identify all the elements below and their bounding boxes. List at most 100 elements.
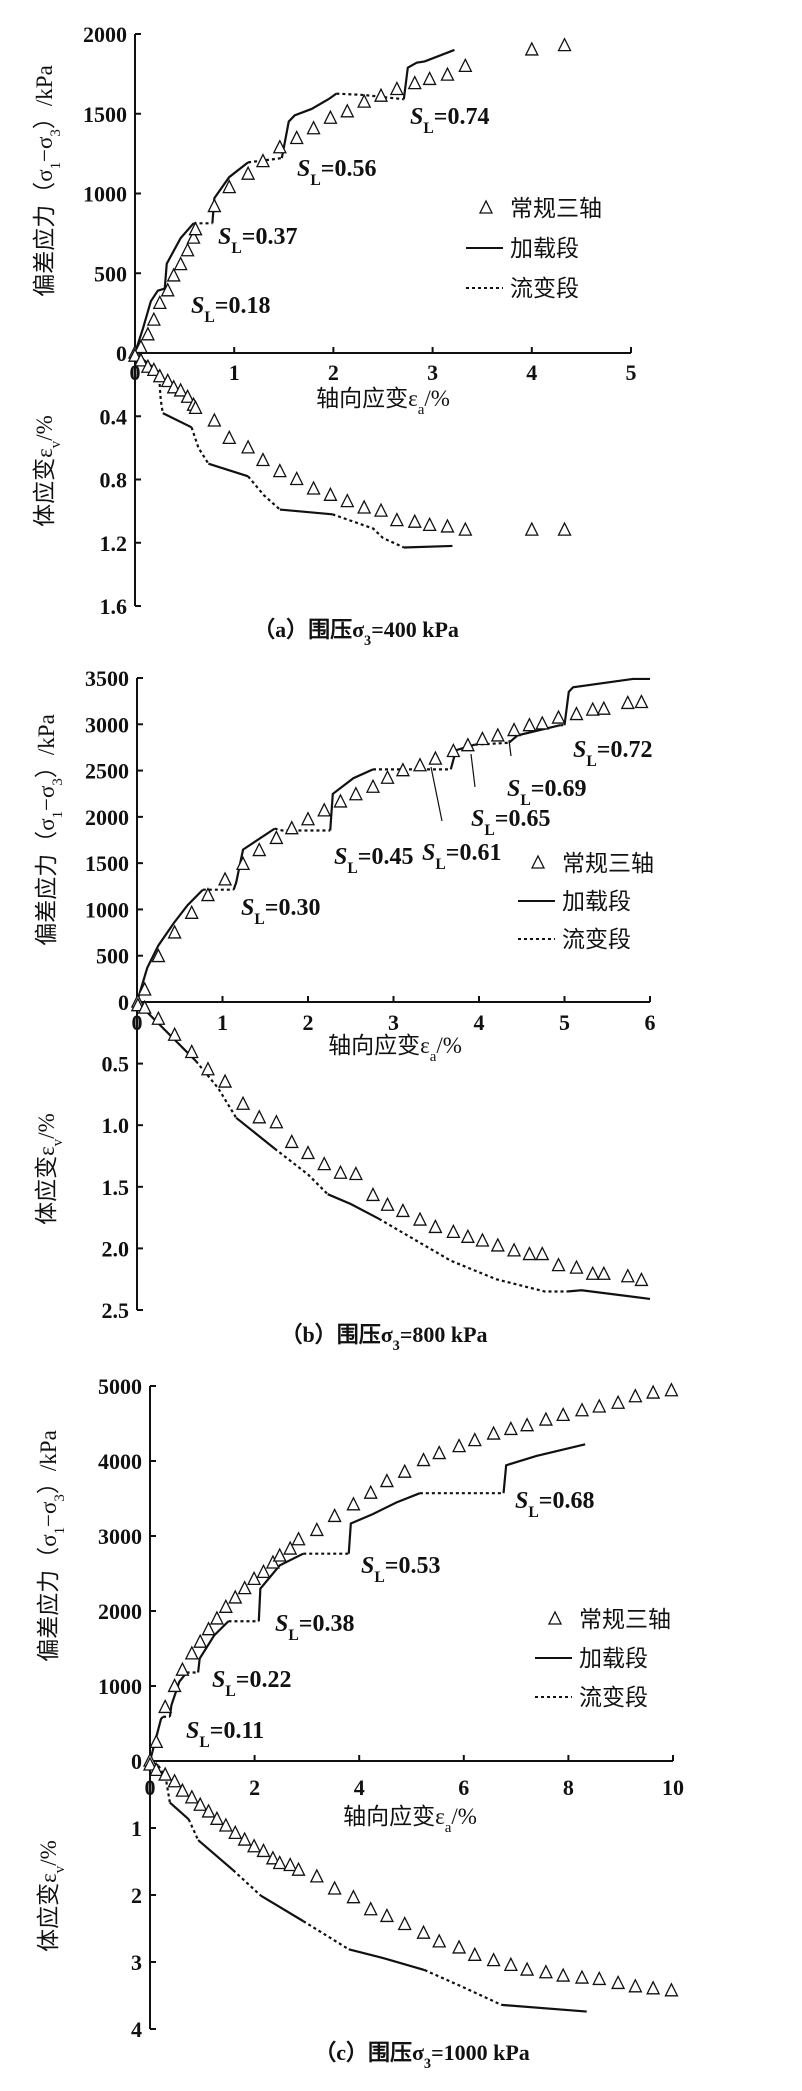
conventional-stress-point xyxy=(620,695,635,710)
legend-conventional: 常规三轴 xyxy=(579,1607,671,1632)
stress-level-label-part: S xyxy=(241,895,254,921)
loading-stress-line xyxy=(232,827,276,891)
conventional-stress-point xyxy=(569,706,584,721)
conventional-stress-point xyxy=(507,722,522,737)
deviator-stress-axis-title-part: −σ xyxy=(34,785,59,811)
conventional-volumetric-point xyxy=(256,1842,271,1858)
stress-level-label-part: = xyxy=(358,844,372,870)
deviator-stress-axis-title-part: 3 xyxy=(50,778,66,785)
conventional-stress-point xyxy=(397,1463,412,1478)
stress-level-label: SL=0.65 xyxy=(471,806,550,839)
stress-level-label-part: = xyxy=(531,776,545,802)
stress-level-label-part: L xyxy=(225,1683,235,1700)
conventional-stress-point xyxy=(209,1610,224,1625)
stress-level-label-part: S xyxy=(422,840,435,866)
y-tick-label: 2500 xyxy=(85,759,129,784)
conventional-volumetric-point xyxy=(507,1242,522,1257)
legend-loading: 加载段 xyxy=(579,1646,648,1671)
volumetric-strain-axis-title-part: 体应变ε xyxy=(34,1146,59,1225)
conventional-stress-point xyxy=(291,1531,306,1546)
y-tick-label: 1000 xyxy=(83,182,127,207)
volumetric-tick-label: 1.5 xyxy=(102,1175,130,1200)
stress-level-label-part: L xyxy=(347,860,357,877)
loading-stress-line xyxy=(197,1620,230,1673)
stress-level-label: SL=0.69 xyxy=(507,776,586,809)
volumetric-strain-axis-title: 体应变εv/% xyxy=(32,415,64,527)
conventional-stress-point xyxy=(256,1563,271,1579)
legend-triangle-icon xyxy=(478,199,494,214)
stress-level-value: 0.69 xyxy=(544,776,586,802)
conventional-stress-point xyxy=(218,1598,233,1613)
stress-level-label-part: S xyxy=(410,104,423,130)
conventional-stress-point xyxy=(522,717,537,732)
conventional-volumetric-point xyxy=(524,521,539,536)
conventional-stress-point xyxy=(166,267,181,282)
conventional-volumetric-point xyxy=(348,1166,363,1181)
conventional-stress-point xyxy=(193,1633,208,1648)
conventional-stress-point xyxy=(557,37,572,52)
creep-stress-line xyxy=(274,827,331,832)
y-tick-label: 3000 xyxy=(98,1524,142,1549)
creep-volumetric-line xyxy=(195,1060,238,1119)
conventional-volumetric-point xyxy=(422,516,437,532)
panel-caption: （a）围压σ3=400 kPa xyxy=(253,617,459,649)
conventional-stress-point xyxy=(585,701,600,716)
stress-level-label-part: S xyxy=(275,1611,288,1637)
deviator-stress-axis-title-part: 3 xyxy=(48,129,64,136)
conventional-stress-point xyxy=(551,709,566,724)
y-tick-label: 4000 xyxy=(98,1449,142,1474)
stress-level-label-part: S xyxy=(471,806,484,832)
conventional-volumetric-point xyxy=(557,521,572,536)
conventional-volumetric-point xyxy=(152,368,167,383)
conventional-volumetric-point xyxy=(585,1265,600,1280)
conventional-volumetric-point xyxy=(458,521,473,536)
conventional-stress-point xyxy=(272,139,287,154)
stress-level-label: SL=0.74 xyxy=(410,104,489,137)
axial-strain-axis-title-part: a xyxy=(445,1820,452,1836)
volumetric-strain-axis-title-part: v xyxy=(48,440,64,448)
loading-stress-line xyxy=(329,768,374,831)
loading-volumetric-line xyxy=(169,1801,190,1821)
stress-level-value: 0.38 xyxy=(312,1611,354,1637)
loading-volumetric-line xyxy=(403,544,453,549)
loading-volumetric-line xyxy=(235,1116,276,1150)
axial-strain-axis-title-part: 轴向应变ε xyxy=(316,386,418,411)
legend-loading: 加载段 xyxy=(562,889,631,914)
conventional-stress-point xyxy=(380,769,395,784)
legend-creep: 流变段 xyxy=(579,1685,648,1710)
y-tick-label: 2000 xyxy=(85,805,129,830)
stress-level-label-part: = xyxy=(210,1718,224,1744)
conventional-volumetric-point xyxy=(520,1961,535,1976)
conventional-stress-point xyxy=(152,294,167,310)
x-tick-label: 2 xyxy=(328,360,339,385)
conventional-stress-point xyxy=(309,1521,324,1537)
conventional-stress-point xyxy=(458,57,473,73)
stress-level-label: SL=0.45 xyxy=(334,844,413,877)
conventional-volumetric-point xyxy=(428,1219,443,1234)
conventional-volumetric-point xyxy=(333,1164,348,1179)
stress-level-label-part: L xyxy=(199,1734,209,1751)
y-tick-label: 500 xyxy=(94,261,127,286)
stress-level-value: 0.22 xyxy=(249,1667,291,1693)
conventional-stress-point xyxy=(200,887,216,902)
loading-stress-line xyxy=(168,1671,188,1717)
conventional-stress-point xyxy=(475,731,490,746)
conventional-stress-point xyxy=(634,694,649,709)
conventional-stress-point xyxy=(149,1733,164,1749)
conventional-volumetric-point xyxy=(228,1824,243,1840)
conventional-stress-point xyxy=(151,948,166,963)
loading-stress-line xyxy=(347,1492,421,1554)
creep-volumetric-line xyxy=(273,1147,329,1195)
conventional-volumetric-point xyxy=(592,1970,607,1986)
conventional-volumetric-point xyxy=(272,463,287,478)
conventional-volumetric-point xyxy=(395,1202,410,1218)
stress-level-value: 0.30 xyxy=(278,895,320,921)
stress-level-value: 0.65 xyxy=(508,806,550,832)
stress-level-label-part: = xyxy=(446,840,460,866)
volumetric-strain-axis-title-part: v xyxy=(50,1138,66,1146)
conventional-volumetric-point xyxy=(284,1133,299,1149)
stress-level-label-part: L xyxy=(288,1627,298,1644)
conventional-volumetric-point xyxy=(538,1964,553,1979)
volumetric-tick-label: 1.6 xyxy=(100,594,128,619)
